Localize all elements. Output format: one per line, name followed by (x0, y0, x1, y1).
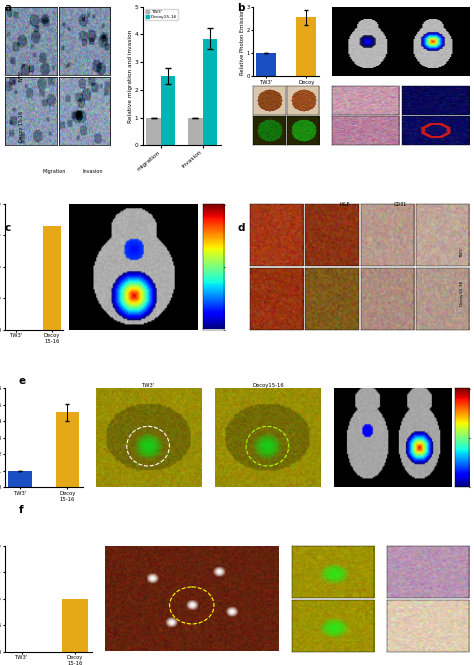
Bar (8, 471, 32, 487)
Text: CD31: CD31 (394, 202, 407, 207)
Bar (296, 17, 317, 76)
Text: c: c (5, 223, 11, 233)
Bar (202, 39, 217, 146)
Title: Decoy15-16: Decoy15-16 (252, 383, 284, 388)
Bar (55, 412, 79, 487)
Y-axis label: Relative migration and invasion: Relative migration and invasion (128, 29, 133, 122)
Text: a: a (5, 3, 12, 13)
Y-axis label: Relative Photon Emission: Relative Photon Emission (240, 9, 245, 74)
Text: H&E: H&E (340, 202, 350, 207)
Text: Invasion: Invasion (82, 169, 103, 174)
Legend: TW3', Decoy15-16: TW3', Decoy15-16 (145, 9, 178, 19)
Text: Decoy 15-16: Decoy 15-16 (19, 111, 24, 142)
Text: d: d (237, 223, 245, 233)
Text: TW3': TW3' (19, 70, 24, 82)
Text: b: b (237, 3, 245, 13)
Text: TW3': TW3' (460, 247, 464, 258)
Bar (256, 53, 276, 76)
Text: e: e (19, 376, 26, 386)
Bar (43, 226, 61, 330)
Bar (62, 599, 88, 652)
Bar (161, 76, 175, 146)
Text: f: f (19, 505, 24, 515)
Text: Migration: Migration (43, 169, 66, 174)
Title: TW3': TW3' (142, 383, 155, 388)
Bar (146, 118, 161, 146)
Bar (188, 118, 202, 146)
Text: Decoy15-16: Decoy15-16 (460, 279, 464, 306)
